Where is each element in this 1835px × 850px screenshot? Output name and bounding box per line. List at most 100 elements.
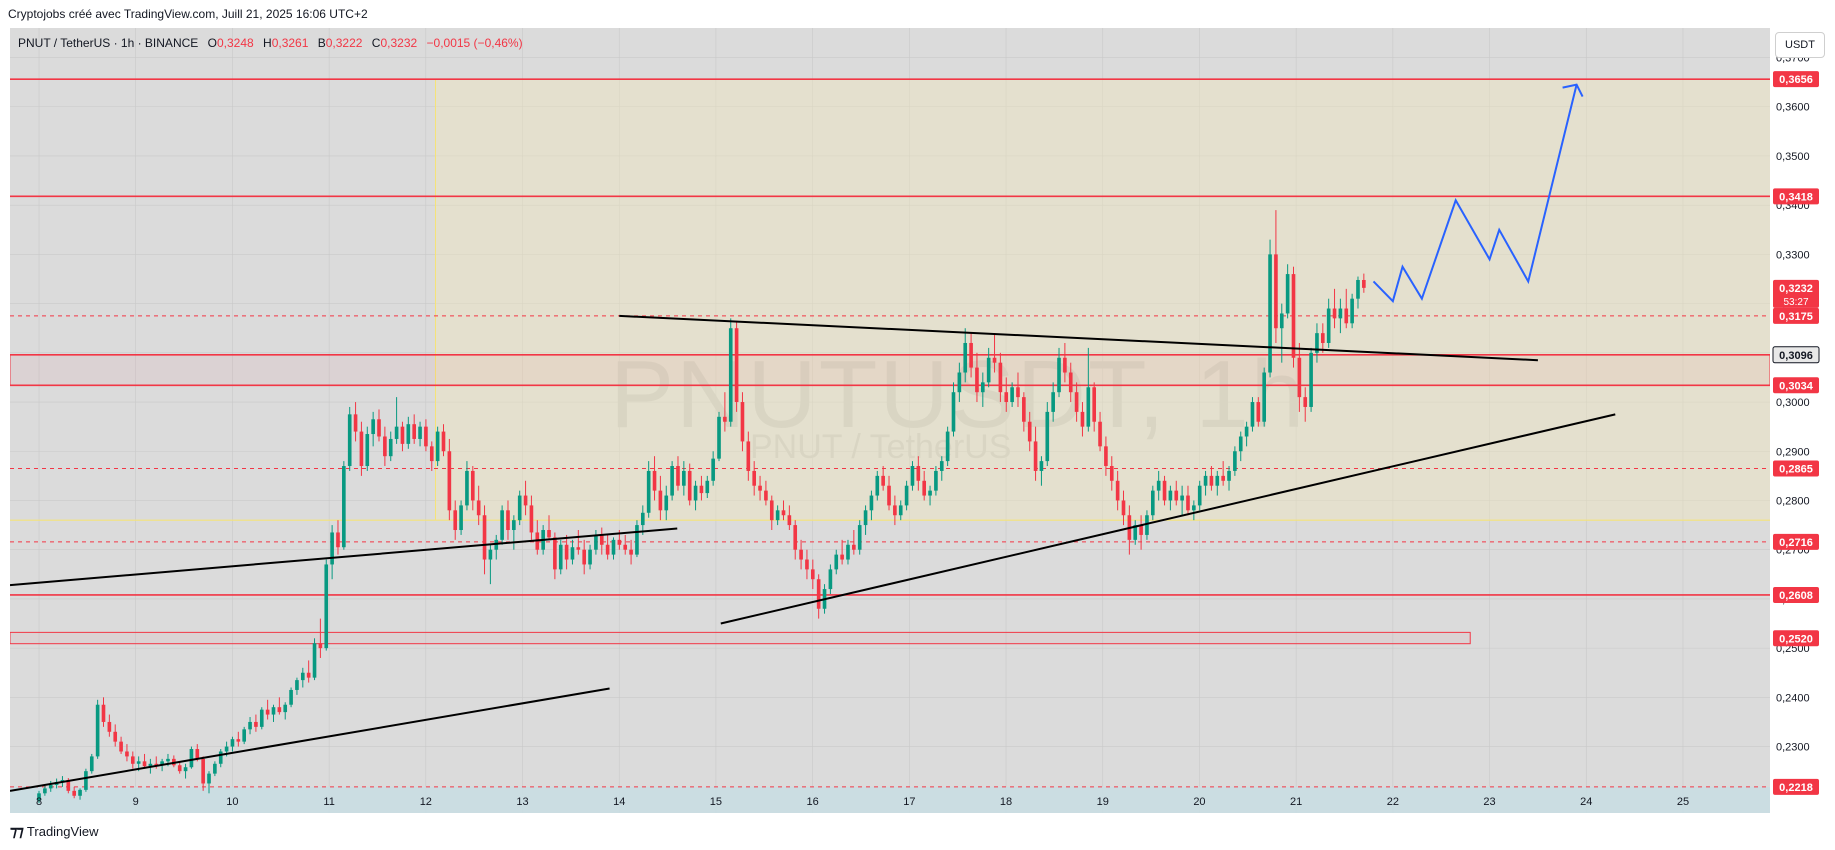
low-value: 0,3222 (325, 36, 363, 50)
watermark-description: PNUT / TetherUS (750, 428, 1012, 466)
candle-body (746, 441, 751, 471)
candle-body (764, 490, 768, 501)
candle-body (1268, 254, 1272, 373)
price-label-box (1773, 188, 1819, 205)
pair-label[interactable]: PNUT / TetherUS · 1h · BINANCE (18, 36, 199, 50)
candle-body (992, 357, 997, 363)
candle-body (236, 739, 241, 742)
candle-body (793, 525, 798, 550)
candle-body (594, 534, 598, 550)
candle-body (78, 789, 82, 796)
candle-body (400, 426, 405, 444)
candle-body (1320, 333, 1325, 343)
candle-body (459, 505, 463, 531)
candle-body (928, 490, 932, 496)
candle-body (939, 461, 944, 471)
candle-body (476, 500, 481, 516)
candle-body (1156, 480, 1161, 491)
plot-area[interactable] (10, 28, 1770, 813)
candle-body (1186, 495, 1190, 511)
candle-body (277, 707, 282, 713)
candle-body (453, 510, 458, 531)
candle-body (218, 751, 223, 764)
x-tick-label: 13 (516, 796, 528, 808)
price-axis[interactable] (1770, 28, 1835, 813)
candle-body (998, 362, 1003, 393)
candle-body (980, 382, 985, 393)
plot-layer (10, 28, 1770, 813)
candle-body (687, 470, 692, 501)
candle-body (424, 426, 428, 447)
candle-body (611, 539, 616, 555)
candle-body (330, 532, 334, 565)
y-tick-label: 0,2800 (1776, 495, 1810, 507)
y-tick-label: 0,2400 (1776, 692, 1810, 704)
candle-body (734, 328, 739, 403)
candle-body (506, 510, 510, 531)
x-tick-label: 16 (807, 796, 819, 808)
candle-body (160, 761, 164, 766)
candle-body (547, 530, 551, 538)
candle-body (1022, 397, 1026, 422)
y-tick-label: 0,3600 (1776, 102, 1810, 114)
candle-body (1332, 308, 1337, 319)
x-tick-label: 24 (1580, 796, 1592, 808)
price-label-box (1773, 71, 1819, 88)
candle-body (447, 451, 452, 511)
candle-body (1162, 480, 1167, 501)
candle-body (512, 520, 516, 531)
candle-body (617, 539, 622, 545)
candle-body (1027, 421, 1032, 442)
candle-body (441, 431, 446, 452)
candle-body (254, 721, 258, 727)
candle-body (957, 372, 962, 393)
candle-body (224, 746, 229, 752)
price-label-text: 0,3418 (1779, 191, 1813, 203)
candle-body (1150, 490, 1155, 516)
candle-body (412, 424, 417, 439)
candle-body (500, 510, 504, 540)
candle-body (1109, 466, 1114, 481)
candle-body (1233, 451, 1237, 471)
trendline (10, 687, 610, 792)
candle-body (84, 771, 88, 790)
symbol-legend: PNUT / TetherUS · 1h · BINANCE O0,3248 H… (18, 36, 523, 50)
candle-body (676, 466, 680, 486)
top-bar: Cryptojobs créé avec TradingView.com, Ju… (0, 0, 1835, 28)
candle-body (810, 569, 815, 580)
tradingview-logo-text: TradingView (26, 823, 99, 839)
price-label-countdown: 53:27 (1783, 297, 1808, 308)
currency-button[interactable]: USDT (1775, 32, 1825, 58)
price-label-box (1773, 307, 1819, 324)
candle-body (1326, 308, 1331, 343)
candle-body (699, 485, 704, 494)
x-tick-label: 21 (1290, 796, 1302, 808)
candle-body (1344, 308, 1349, 324)
tradingview-logo[interactable]: ⁊⁊ TradingView (10, 822, 98, 840)
candle-body (383, 436, 387, 457)
candle-body (1338, 308, 1343, 319)
candle-body (1086, 387, 1091, 427)
candle-body (816, 579, 821, 609)
candle-body (846, 544, 850, 560)
candle-body (640, 512, 645, 526)
candle-body (840, 554, 844, 560)
candle-body (1174, 490, 1179, 501)
candle-body (728, 328, 733, 422)
candle-body (758, 485, 762, 491)
trendline (10, 527, 678, 587)
candle-body (183, 767, 188, 772)
candle-body (711, 458, 715, 481)
x-tick-label: 9 (133, 796, 139, 808)
price-label-box (1773, 279, 1819, 308)
candle-body (529, 505, 534, 533)
candle-body (353, 414, 358, 432)
price-label-box (1773, 460, 1819, 477)
price-label-text: 0,2520 (1779, 633, 1813, 645)
candle-body (1057, 357, 1061, 393)
candle-body (136, 761, 141, 764)
close-value: 0,3232 (380, 36, 418, 50)
candle-body (922, 480, 927, 496)
candle-body (875, 475, 880, 496)
